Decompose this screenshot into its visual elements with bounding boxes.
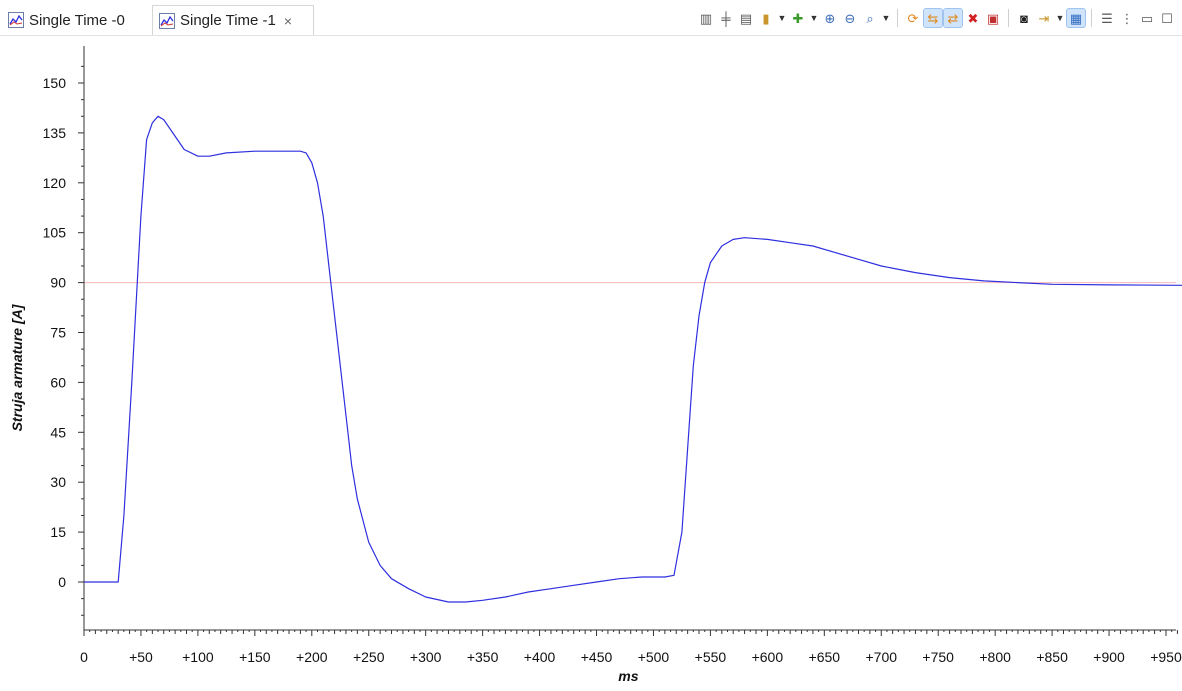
x-tick-label: +150: [239, 649, 271, 665]
chart-icon: [8, 12, 24, 28]
x-tick-label: +700: [865, 649, 897, 665]
chart-toolbar: ▥ ╪ ▤ ▮ ▼ ✚ ▼ ⊕ ⊖ ⌕ ▼ ⟳ ⇆ ⇄ ✖ ▣ ◙ ⇥ ▼ ▦ …: [697, 6, 1176, 30]
x-tick-label: +200: [296, 649, 328, 665]
x-tick-label: +550: [695, 649, 727, 665]
zoom-fit-icon[interactable]: ⌕: [866, 10, 874, 26]
x-tick-label: +850: [1036, 649, 1068, 665]
zoom-out-icon[interactable]: ⊖: [844, 10, 856, 26]
x-tick-label: +250: [353, 649, 385, 665]
tab-single-time-1[interactable]: Single Time -1 ×: [152, 5, 314, 35]
maximize-icon[interactable]: ☐: [1161, 10, 1173, 26]
minimize-icon[interactable]: ▭: [1140, 10, 1154, 26]
align-icon[interactable]: ╪: [721, 10, 731, 26]
x-axis-label: ms: [618, 668, 638, 684]
step-icon[interactable]: ⇥: [1038, 10, 1050, 26]
chevron-down-icon[interactable]: ▼: [1055, 12, 1065, 23]
y-tick-label: 15: [50, 524, 66, 540]
chart-icon: [159, 12, 175, 29]
toolbar-separator: [897, 9, 898, 27]
y-axis-label: Struja armature [A]: [9, 303, 25, 431]
layout-icon[interactable]: ▦: [1066, 8, 1086, 28]
export-icon[interactable]: ▣: [986, 10, 1000, 26]
refresh-icon[interactable]: ⟳: [907, 10, 919, 26]
x-tick-label: +100: [182, 649, 214, 665]
y-tick-label: 60: [50, 374, 66, 390]
x-tick-label: +50: [129, 649, 153, 665]
find-icon[interactable]: ◙: [1020, 10, 1028, 26]
x-tick-label: +900: [1093, 649, 1125, 665]
sync-all-icon[interactable]: ⇄: [943, 8, 963, 28]
y-tick-label: 30: [50, 474, 66, 490]
y-tick-label: 120: [43, 175, 67, 191]
x-tick-label: +650: [809, 649, 841, 665]
y-tick-label: 90: [50, 275, 66, 291]
y-tick-label: 150: [43, 75, 67, 91]
x-tick-label: +750: [922, 649, 954, 665]
x-tick-label: +500: [638, 649, 670, 665]
y-tick-label: 45: [50, 424, 66, 440]
fit-icon[interactable]: ▤: [739, 10, 753, 26]
chevron-down-icon[interactable]: ▼: [809, 12, 819, 23]
x-tick-label: +450: [581, 649, 613, 665]
toolbar-separator: [1091, 9, 1092, 27]
x-tick-label: +300: [410, 649, 442, 665]
x-tick-label: 0: [80, 649, 88, 665]
sync-icon[interactable]: ⇆: [923, 8, 943, 28]
toolbar-separator: [1008, 9, 1009, 27]
tab-single-time-0[interactable]: Single Time -0: [8, 5, 148, 35]
columns-icon[interactable]: ▥: [699, 10, 713, 26]
close-icon[interactable]: ×: [283, 12, 293, 29]
x-tick-label: +800: [979, 649, 1011, 665]
y-tick-label: 0: [58, 574, 66, 590]
x-tick-label: +350: [467, 649, 499, 665]
chart-area[interactable]: 0 15 30 45 60 75 90 105 120 135 150 0 +50 +100 +150 +20…: [0, 36, 1182, 686]
cursor-marker-icon[interactable]: ▮: [762, 10, 770, 26]
delete-icon[interactable]: ✖: [967, 10, 979, 26]
x-tick-label: +400: [524, 649, 556, 665]
chevron-down-icon[interactable]: ▼: [881, 12, 891, 23]
more-icon[interactable]: ⋮: [1120, 10, 1134, 26]
tab-label: Single Time -0: [29, 11, 125, 29]
zoom-in-icon[interactable]: ⊕: [824, 10, 836, 26]
tab-label: Single Time -1: [180, 12, 276, 29]
editor-tab-bar: Single Time -0 Single Time -1 × ▥ ╪ ▤ ▮ …: [0, 0, 1182, 36]
line-chart[interactable]: 0 15 30 45 60 75 90 105 120 135 150 0 +50 +100 +150 +20…: [0, 36, 1182, 686]
y-tick-label: 75: [50, 325, 66, 341]
chevron-down-icon[interactable]: ▼: [777, 12, 787, 23]
x-tick-label: +600: [752, 649, 784, 665]
series-line-0: [84, 115, 1182, 603]
add-signal-icon[interactable]: ✚: [792, 10, 804, 26]
list-icon[interactable]: ☰: [1101, 10, 1113, 26]
x-tick-label: +950: [1150, 649, 1182, 665]
y-tick-label: 135: [43, 125, 67, 141]
y-tick-label: 105: [43, 225, 67, 241]
